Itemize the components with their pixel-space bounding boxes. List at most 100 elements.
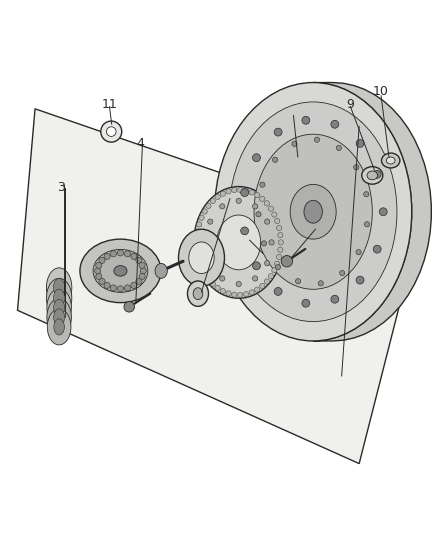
Circle shape — [104, 282, 110, 288]
Circle shape — [131, 282, 137, 288]
Circle shape — [302, 300, 310, 307]
Circle shape — [274, 287, 282, 295]
Ellipse shape — [189, 242, 214, 273]
Polygon shape — [313, 83, 431, 341]
Circle shape — [364, 192, 369, 197]
Ellipse shape — [80, 239, 161, 303]
Circle shape — [99, 257, 105, 263]
Circle shape — [254, 192, 260, 198]
Circle shape — [140, 268, 146, 274]
Circle shape — [244, 292, 249, 297]
Ellipse shape — [46, 278, 72, 318]
Circle shape — [117, 250, 124, 256]
Circle shape — [240, 227, 248, 235]
Text: 7: 7 — [311, 221, 319, 233]
Circle shape — [215, 285, 220, 290]
Ellipse shape — [47, 298, 71, 336]
Ellipse shape — [179, 229, 225, 286]
Circle shape — [95, 268, 101, 274]
Circle shape — [139, 262, 145, 269]
Ellipse shape — [53, 279, 65, 296]
Circle shape — [276, 225, 282, 231]
Circle shape — [281, 255, 293, 267]
Circle shape — [240, 189, 248, 197]
Circle shape — [124, 251, 131, 257]
Circle shape — [268, 273, 274, 279]
Circle shape — [96, 262, 102, 269]
Circle shape — [117, 286, 124, 292]
Circle shape — [202, 209, 207, 214]
Text: 5: 5 — [224, 195, 232, 207]
Circle shape — [264, 201, 269, 206]
Circle shape — [296, 279, 301, 284]
Circle shape — [220, 191, 226, 196]
Circle shape — [244, 188, 249, 193]
Circle shape — [256, 212, 261, 217]
Circle shape — [249, 190, 254, 195]
Circle shape — [336, 146, 342, 150]
Circle shape — [124, 302, 134, 312]
Ellipse shape — [290, 184, 336, 239]
Ellipse shape — [381, 153, 400, 168]
Ellipse shape — [54, 319, 64, 335]
Circle shape — [356, 140, 364, 147]
Polygon shape — [18, 109, 416, 464]
Circle shape — [194, 236, 199, 241]
Circle shape — [373, 171, 381, 178]
Circle shape — [199, 264, 204, 270]
Circle shape — [278, 232, 283, 238]
Ellipse shape — [193, 288, 203, 300]
Circle shape — [339, 270, 345, 276]
Circle shape — [260, 182, 265, 187]
Circle shape — [331, 120, 339, 128]
Circle shape — [199, 215, 204, 220]
Circle shape — [275, 261, 280, 266]
Circle shape — [314, 137, 320, 142]
Circle shape — [276, 254, 282, 260]
Circle shape — [278, 240, 283, 245]
Circle shape — [275, 219, 280, 224]
Circle shape — [249, 290, 254, 295]
Circle shape — [302, 116, 310, 124]
Circle shape — [124, 285, 131, 291]
Circle shape — [269, 240, 274, 245]
Circle shape — [194, 244, 199, 249]
Circle shape — [236, 281, 241, 287]
Circle shape — [136, 257, 142, 263]
Circle shape — [232, 188, 237, 193]
Ellipse shape — [187, 281, 208, 306]
Text: 6: 6 — [246, 233, 254, 247]
Text: 2: 2 — [355, 120, 363, 133]
Ellipse shape — [362, 167, 383, 184]
Circle shape — [253, 154, 261, 161]
Circle shape — [226, 189, 231, 194]
Circle shape — [379, 208, 387, 216]
Circle shape — [210, 281, 215, 286]
Circle shape — [278, 247, 283, 252]
Circle shape — [254, 287, 260, 292]
Circle shape — [195, 251, 200, 256]
Ellipse shape — [155, 263, 167, 278]
Text: 10: 10 — [373, 85, 389, 98]
Circle shape — [261, 241, 267, 246]
Circle shape — [272, 212, 277, 217]
Circle shape — [208, 219, 213, 224]
Circle shape — [356, 249, 361, 255]
Circle shape — [268, 206, 274, 211]
Circle shape — [104, 253, 110, 260]
Circle shape — [197, 222, 202, 227]
Circle shape — [220, 276, 225, 281]
Circle shape — [356, 276, 364, 284]
Circle shape — [195, 229, 200, 234]
Circle shape — [203, 240, 208, 245]
Circle shape — [139, 273, 145, 279]
Ellipse shape — [215, 83, 412, 341]
Circle shape — [131, 253, 137, 260]
Text: 4: 4 — [136, 138, 144, 150]
Circle shape — [276, 264, 281, 270]
Circle shape — [215, 194, 220, 199]
Circle shape — [106, 127, 116, 136]
Circle shape — [202, 271, 207, 276]
Ellipse shape — [114, 265, 127, 276]
Circle shape — [197, 258, 202, 263]
